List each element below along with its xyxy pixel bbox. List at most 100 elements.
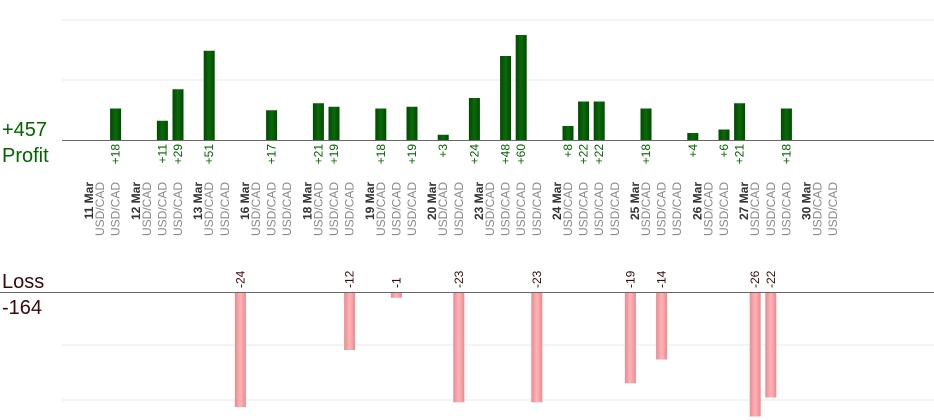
pair-label: USD/CAD bbox=[701, 182, 715, 236]
pair-label: USD/CAD bbox=[202, 182, 216, 236]
profit-bar-0 bbox=[110, 108, 122, 140]
loss-bar-5 bbox=[624, 293, 636, 384]
profit-bar-4 bbox=[266, 110, 278, 140]
pair-label: USD/CAD bbox=[592, 182, 606, 236]
pair-label: USD/CAD bbox=[670, 182, 684, 236]
date-label-7: 23 Mar bbox=[472, 182, 486, 220]
profit-value-label-17: +4 bbox=[686, 144, 700, 158]
pair-label: USD/CAD bbox=[218, 182, 232, 236]
loss-bar-4 bbox=[531, 293, 543, 403]
loss-bar-0 bbox=[234, 293, 246, 407]
date-label-3: 16 Mar bbox=[238, 182, 252, 220]
profit-value-label-14: +22 bbox=[577, 144, 591, 165]
profit-bar-6 bbox=[328, 106, 340, 140]
pair-label: USD/CAD bbox=[764, 182, 778, 236]
loss-bar-7 bbox=[749, 293, 761, 417]
profit-value-label-15: +22 bbox=[592, 144, 606, 165]
profit-value-label-12: +60 bbox=[514, 144, 528, 165]
pair-label: USD/CAD bbox=[639, 182, 653, 236]
profit-bar-9 bbox=[437, 134, 449, 140]
profit-bar-8 bbox=[406, 106, 418, 140]
profit-bar-18 bbox=[718, 129, 730, 140]
pair-label: USD/CAD bbox=[140, 182, 154, 236]
profit-bar-7 bbox=[375, 108, 387, 140]
pair-label: USD/CAD bbox=[327, 182, 341, 236]
date-label-1: 12 Mar bbox=[129, 182, 143, 220]
date-label-9: 25 Mar bbox=[628, 182, 642, 220]
axes bbox=[0, 140, 934, 293]
pair-label: USD/CAD bbox=[717, 182, 731, 236]
profit-bar-12 bbox=[515, 35, 527, 140]
loss-bar-2 bbox=[390, 293, 402, 298]
profit-bar-15 bbox=[593, 101, 605, 140]
profit-bar-20 bbox=[780, 108, 792, 140]
profit-value-label-8: +19 bbox=[405, 144, 419, 165]
pair-label: USD/CAD bbox=[109, 182, 123, 236]
date-label-8: 24 Mar bbox=[550, 182, 564, 220]
profit-bar-13 bbox=[562, 126, 574, 140]
profit-value-label-11: +48 bbox=[499, 144, 513, 165]
pair-label: USD/CAD bbox=[280, 182, 294, 236]
loss-label: Loss bbox=[2, 271, 45, 293]
pair-label: USD/CAD bbox=[311, 182, 325, 236]
profit-value-label-19: +21 bbox=[733, 144, 747, 165]
date-label-0: 11 Mar bbox=[82, 182, 96, 220]
loss-value-label-2: -1 bbox=[389, 277, 403, 288]
date-label-6: 20 Mar bbox=[425, 182, 439, 220]
profit-value-label-3: +51 bbox=[202, 144, 216, 165]
pair-label: USD/CAD bbox=[577, 182, 591, 236]
date-label-2: 13 Mar bbox=[191, 182, 205, 220]
profit-value-label-9: +3 bbox=[436, 144, 450, 158]
loss-total: -164 bbox=[2, 297, 43, 319]
profit-bar-3 bbox=[203, 50, 215, 140]
loss-value-label-6: -14 bbox=[655, 270, 669, 288]
loss-value-label-4: -23 bbox=[530, 270, 544, 288]
loss-value-label-7: -26 bbox=[748, 270, 762, 288]
profit-value-label-7: +18 bbox=[374, 144, 388, 165]
profit-bar-2 bbox=[172, 89, 184, 140]
profit-total: +457 bbox=[2, 119, 48, 141]
profit-bar-19 bbox=[734, 103, 746, 140]
pair-label: USD/CAD bbox=[748, 182, 762, 236]
pair-label: USD/CAD bbox=[155, 182, 169, 236]
pair-label: USD/CAD bbox=[389, 182, 403, 236]
profit-value-label-10: +24 bbox=[467, 144, 481, 165]
profit-value-label-18: +6 bbox=[717, 144, 731, 158]
pair-label: USD/CAD bbox=[499, 182, 513, 236]
loss-bars bbox=[234, 293, 777, 417]
profit-bars bbox=[110, 35, 792, 140]
pair-label: USD/CAD bbox=[265, 182, 279, 236]
profit-value-label-16: +18 bbox=[639, 144, 653, 165]
loss-bar-1 bbox=[344, 293, 356, 350]
date-label-5: 19 Mar bbox=[363, 182, 377, 220]
pair-label: USD/CAD bbox=[655, 182, 669, 236]
loss-value-label-0: -24 bbox=[233, 270, 247, 288]
pair-label: USD/CAD bbox=[514, 182, 528, 236]
date-label-11: 27 Mar bbox=[737, 182, 751, 220]
loss-value-label-3: -23 bbox=[452, 270, 466, 288]
loss-value-label-5: -19 bbox=[623, 270, 637, 288]
pair-label: USD/CAD bbox=[436, 182, 450, 236]
pair-label: USD/CAD bbox=[374, 182, 388, 236]
pair-label: USD/CAD bbox=[405, 182, 419, 236]
profit-value-label-20: +18 bbox=[779, 144, 793, 165]
pair-label: USD/CAD bbox=[483, 182, 497, 236]
profit-value-label-2: +29 bbox=[171, 144, 185, 165]
pair-label: USD/CAD bbox=[452, 182, 466, 236]
profit-value-label-0: +18 bbox=[109, 144, 123, 165]
date-label-10: 26 Mar bbox=[690, 182, 704, 220]
profit-value-label-13: +8 bbox=[561, 144, 575, 158]
profit-bar-10 bbox=[468, 98, 480, 140]
profit-bar-5 bbox=[312, 103, 324, 140]
profit-value-label-1: +11 bbox=[155, 144, 169, 164]
pair-label: USD/CAD bbox=[826, 182, 840, 236]
pair-label: USD/CAD bbox=[343, 182, 357, 236]
profit-value-label-6: +19 bbox=[327, 144, 341, 165]
pair-label: USD/CAD bbox=[811, 182, 825, 236]
loss-value-label-1: -12 bbox=[343, 270, 357, 288]
profit-bar-16 bbox=[640, 108, 652, 140]
date-label-12: 30 Mar bbox=[800, 182, 814, 220]
pair-label: USD/CAD bbox=[93, 182, 107, 236]
